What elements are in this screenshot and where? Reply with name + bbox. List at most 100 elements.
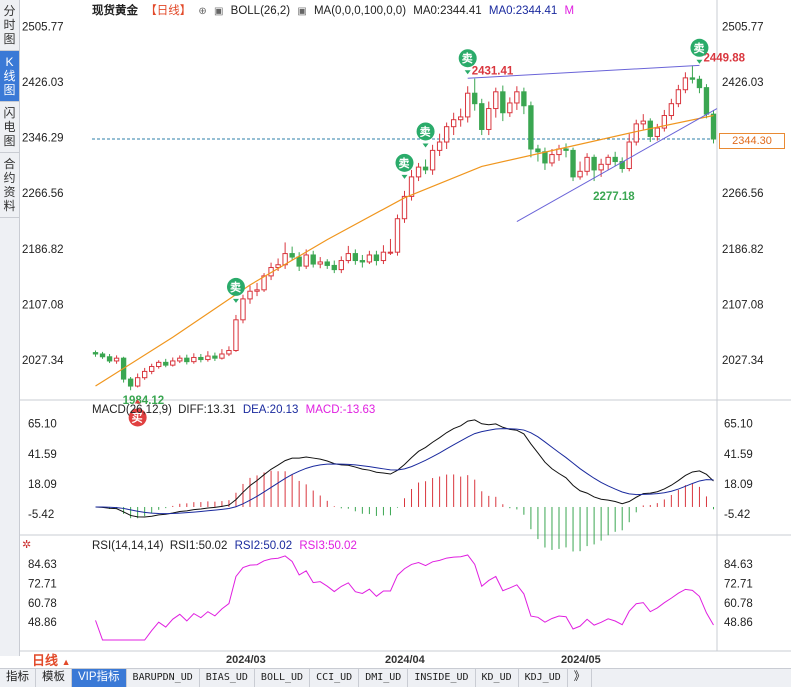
indicator-tab-10[interactable]: KDJ_UD [519,669,568,687]
signal-badge [226,277,245,296]
indicator-tab-11[interactable]: 》 [568,669,593,687]
candle-body [584,156,590,172]
rsi-tick-right: 48.86 [724,617,753,629]
rsi-tick-right: 84.63 [724,559,753,571]
period-bracket[interactable]: 【日线】 [145,5,192,17]
macd-tick-left: -5.42 [28,509,54,521]
period-badge[interactable]: 日线 ▲ [20,652,91,670]
macd-dea-line [95,428,714,515]
indicator-tab-2[interactable]: VIP指标 [72,669,127,687]
view-tab-3[interactable]: 合约资料 [0,153,19,218]
y-tick-label-right: 2027.34 [722,355,764,367]
macd-tick-right: 41.59 [724,449,753,461]
candle-body [359,260,366,263]
candle-body [465,92,471,118]
left-view-tabs: 分时图 K线图 闪电图 合约资料 [0,0,20,656]
signal-arrow [464,70,471,75]
candle-body [233,319,239,351]
macd-diff-line [95,419,714,518]
candle-body [177,357,183,362]
resistance-trendline [467,64,700,79]
ma-label[interactable]: MA(0,0,0,100,0,0) [313,5,407,17]
candle-body [254,289,260,292]
candle-body [198,356,204,361]
period-badge-label: 日线 [32,653,59,668]
y-tick-label-left: 2186.82 [22,244,64,256]
rsi-tick-right: 60.78 [724,598,753,610]
y-tick-label-left: 2505.77 [22,21,64,33]
candle-body [640,120,646,125]
ma-icon[interactable]: ▣ [297,6,307,17]
indicator-tab-8[interactable]: INSIDE_UD [408,669,476,687]
candle-body [240,298,246,321]
candle-body [338,260,344,271]
candle-body [401,195,408,220]
signal-arrow [422,143,429,148]
rsi-legend: RSI(14,14,14) RSI1:50.02 RSI2:50.02 RSI3… [92,540,357,552]
candle-body [675,89,682,105]
candle-body [373,254,380,262]
candle-body [535,148,541,153]
signal-arrow [232,298,239,303]
candle-body [99,353,106,358]
candle-body [633,123,639,143]
signal-badge [128,408,147,427]
rsi3-value: RSI3:50.02 [299,540,357,552]
macd-name[interactable]: MACD(26,12,9) [92,404,172,416]
candle-body [682,77,689,91]
y-tick-label-right: 2266.56 [722,188,764,200]
candle-body [106,356,113,362]
macd-tick-left: 18.09 [28,479,57,491]
indicator-tab-0[interactable]: 指标 [0,669,36,687]
rsi-tick-left: 60.78 [28,598,57,610]
candle-body [591,156,597,171]
rsi-name[interactable]: RSI(14,14,14) [92,540,164,552]
candle-body [429,149,436,171]
y-tick-label-left: 2027.34 [22,355,64,367]
ma0-value: MA0:2344.41 [413,5,482,17]
main-legend: 现货黄金 【日线】 ⊕ ▣ BOLL(26,2) ▣ MA(0,0,0,100,… [92,2,578,18]
y-tick-label-left: 2107.08 [22,299,64,311]
m-marker: M [564,5,575,17]
rsi2-value: RSI2:50.02 [234,540,293,552]
candle-body [696,78,703,89]
view-tab-0[interactable]: 分时图 [0,0,19,51]
macd-tick-right: 65.10 [724,419,753,431]
boll-icon[interactable]: ▣ [214,6,224,17]
ma-line [95,114,714,387]
dropdown-icon[interactable]: ▲ [61,657,71,667]
rsi-line [95,554,714,641]
indicator-tab-4[interactable]: BIAS_UD [200,669,255,687]
indicator-tab-1[interactable]: 模板 [36,669,72,687]
indicator-tab-5[interactable]: BOLL_UD [255,669,311,687]
signal-label: 卖 [420,124,431,138]
view-tab-1[interactable]: K线图 [0,51,19,102]
boll-label[interactable]: BOLL(26,2) [230,5,291,17]
candle-body [514,91,520,104]
signal-badge [690,38,709,57]
candle-body [352,253,359,262]
signal-label: 卖 [399,156,410,170]
candle-body [486,108,492,130]
y-tick-label-right: 2426.03 [722,77,764,89]
rsi-tick-right: 72.71 [724,578,753,590]
indicator-tab-9[interactable]: KD_UD [476,669,519,687]
rsi-tick-left: 48.86 [28,617,57,629]
candle-body [303,254,309,267]
y-tick-label-right: 2186.82 [722,244,764,256]
candle-body [156,361,162,368]
y-tick-label-left: 2266.56 [22,188,64,200]
candle-body [127,378,134,387]
indicator-tab-3[interactable]: BARUPDN_UD [127,669,200,687]
x-axis: 2024/03 2024/04 2024/05 [0,652,791,668]
candle-body [542,151,548,164]
candle-body [408,176,415,197]
signal-label: 卖 [462,51,473,65]
view-tab-2[interactable]: 闪电图 [0,102,19,153]
indicator-tab-7[interactable]: DMI_UD [359,669,409,687]
candle-body [205,355,211,361]
indicator-tab-6[interactable]: CCI_UD [310,669,360,687]
macd-tick-left: 65.10 [28,419,57,431]
settings-icon[interactable]: ⊕ [198,6,207,17]
candle-body [472,92,478,105]
